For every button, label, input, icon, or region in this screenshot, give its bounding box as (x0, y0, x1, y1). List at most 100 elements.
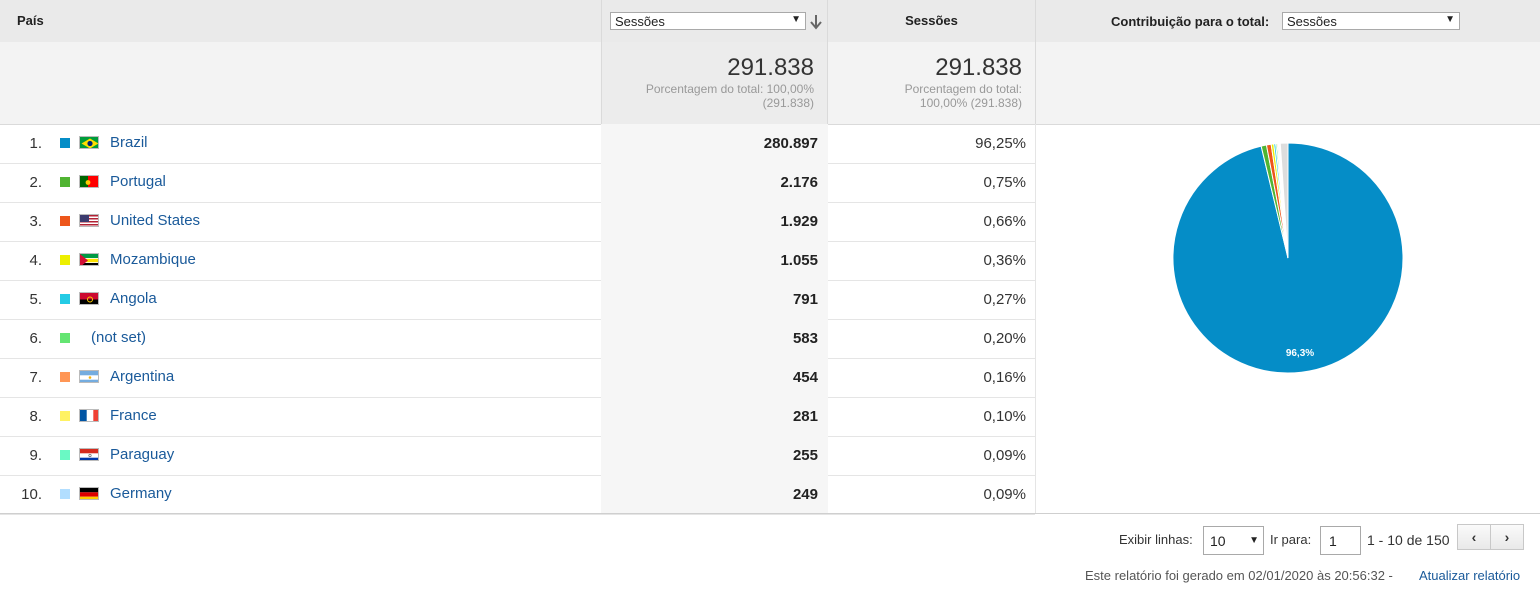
row-rank: 1. (29, 135, 42, 152)
sessions-value: 255 (792, 447, 818, 464)
table-row: 4. Mozambique 1.055 0,36% (0, 241, 1035, 281)
country-link[interactable]: Brazil (110, 134, 148, 151)
metric-cell-bg (601, 475, 828, 514)
br-flag-icon (79, 136, 99, 149)
column-divider (1035, 0, 1036, 124)
sessions-percentage: 0,27% (983, 291, 1026, 308)
sessions-value: 583 (792, 330, 818, 347)
series-color-swatch (60, 489, 70, 499)
row-rank: 9. (29, 447, 42, 464)
previous-page-button[interactable]: ‹ (1457, 524, 1491, 550)
contribution-select[interactable]: Sessões ▼ (1282, 12, 1460, 30)
metric-cell-bg (601, 358, 828, 397)
country-link[interactable]: United States (110, 212, 201, 229)
row-rank: 10. (21, 486, 42, 503)
totals-row: 291.838 Porcentagem do total: 100,00% (2… (0, 42, 1540, 125)
rows-per-page-select[interactable]: 10 ▼ (1203, 526, 1264, 555)
country-link[interactable]: Mozambique (110, 251, 196, 268)
table-row: 6. (not set) 583 0,20% (0, 319, 1035, 359)
pie-slice[interactable] (1279, 142, 1289, 259)
metric-cell-bg (601, 436, 828, 475)
series-color-swatch (60, 333, 70, 343)
chevron-right-icon: › (1504, 529, 1510, 545)
pt-flag-icon (79, 175, 99, 188)
sessions-percentage: 0,09% (983, 486, 1026, 503)
sessions-percentage: 0,16% (983, 369, 1026, 386)
dropdown-arrow-icon: ▼ (1249, 535, 1259, 546)
goto-page-input[interactable]: 1 (1320, 526, 1361, 555)
total-percentage-line1-2: Porcentagem do total: (904, 82, 1022, 96)
sessions-value: 280.897 (763, 135, 818, 152)
next-page-button[interactable]: › (1490, 524, 1524, 550)
country-link[interactable]: Angola (110, 290, 157, 307)
row-rank: 4. (29, 252, 42, 269)
dropdown-arrow-icon: ▼ (1445, 14, 1455, 25)
dimension-header[interactable]: País (17, 13, 44, 28)
row-rank: 6. (29, 330, 42, 347)
series-color-swatch (60, 450, 70, 460)
pie-slice[interactable] (1172, 142, 1404, 374)
sessions-value: 1.929 (780, 213, 818, 230)
table-header: País Sessões ▼ Sessões Contribuição para… (0, 0, 1540, 43)
sessions-percentage: 0,10% (983, 408, 1026, 425)
sessions-value: 2.176 (780, 174, 818, 191)
row-rank: 7. (29, 369, 42, 386)
sessions-value: 281 (792, 408, 818, 425)
metric-cell-bg (601, 241, 828, 280)
table-row: 8. France 281 0,10% (0, 397, 1035, 437)
country-link[interactable]: Argentina (110, 368, 175, 385)
rows-per-page-label: Exibir linhas: (1119, 532, 1193, 547)
rows-per-page-value: 10 (1210, 533, 1226, 549)
page-range-text: 1 - 10 de 150 (1367, 532, 1450, 548)
country-link[interactable]: Paraguay (110, 446, 175, 463)
table-row: 1. Brazil 280.897 96,25% (0, 124, 1035, 164)
sessions-value: 1.055 (780, 252, 818, 269)
contribution-select-value: Sessões (1287, 14, 1337, 29)
refresh-report-link[interactable]: Atualizar relatório (1419, 568, 1521, 583)
column-divider (1035, 124, 1036, 514)
table-row: 10. Germany 249 0,09% (0, 475, 1035, 515)
country-link[interactable]: Germany (110, 485, 172, 502)
table-row: 3. United States 1.929 0,66% (0, 202, 1035, 242)
us-flag-icon (79, 214, 99, 227)
contribution-pie-chart: 96,3% (1172, 142, 1404, 374)
sort-descending-icon[interactable] (810, 14, 822, 30)
total-percentage-line2: (291.838) (762, 96, 814, 110)
goto-label: Ir para: (1270, 532, 1312, 547)
sessions-value: 791 (792, 291, 818, 308)
country-link[interactable]: (not set) (91, 329, 147, 346)
series-color-swatch (60, 372, 70, 382)
ar-flag-icon (79, 370, 99, 383)
metric-cell-bg (601, 319, 828, 358)
total-percentage-line2-2: 100,00% (291.838) (919, 96, 1022, 110)
sessions-header[interactable]: Sessões (905, 13, 958, 28)
sessions-value: 454 (792, 369, 818, 386)
metric-select[interactable]: Sessões ▼ (610, 12, 806, 30)
series-color-swatch (60, 411, 70, 421)
sessions-value: 249 (792, 486, 818, 503)
table-row: 5. Angola 791 0,27% (0, 280, 1035, 320)
py-flag-icon (79, 448, 99, 461)
sessions-percentage: 0,36% (983, 252, 1026, 269)
row-rank: 8. (29, 408, 42, 425)
metric-select-value: Sessões (615, 14, 665, 29)
table-bottom-border (0, 513, 1540, 514)
series-color-swatch (60, 138, 70, 148)
row-rank: 5. (29, 291, 42, 308)
row-rank: 3. (29, 213, 42, 230)
ao-flag-icon (79, 292, 99, 305)
country-link[interactable]: Portugal (110, 173, 166, 190)
totals-metric-cell (601, 42, 828, 124)
country-link[interactable]: France (110, 407, 157, 424)
metric-cell-bg (601, 397, 828, 436)
metric-cell-bg (601, 163, 828, 202)
metric-cell-bg (601, 202, 828, 241)
series-color-swatch (60, 294, 70, 304)
sessions-percentage: 0,09% (983, 447, 1026, 464)
fr-flag-icon (79, 409, 99, 422)
table-row: 7. Argentina 454 0,16% (0, 358, 1035, 398)
mz-flag-icon (79, 253, 99, 266)
sessions-percentage: 96,25% (975, 135, 1026, 152)
sessions-percentage: 0,20% (983, 330, 1026, 347)
total-sessions-value: 291.838 (727, 54, 814, 81)
